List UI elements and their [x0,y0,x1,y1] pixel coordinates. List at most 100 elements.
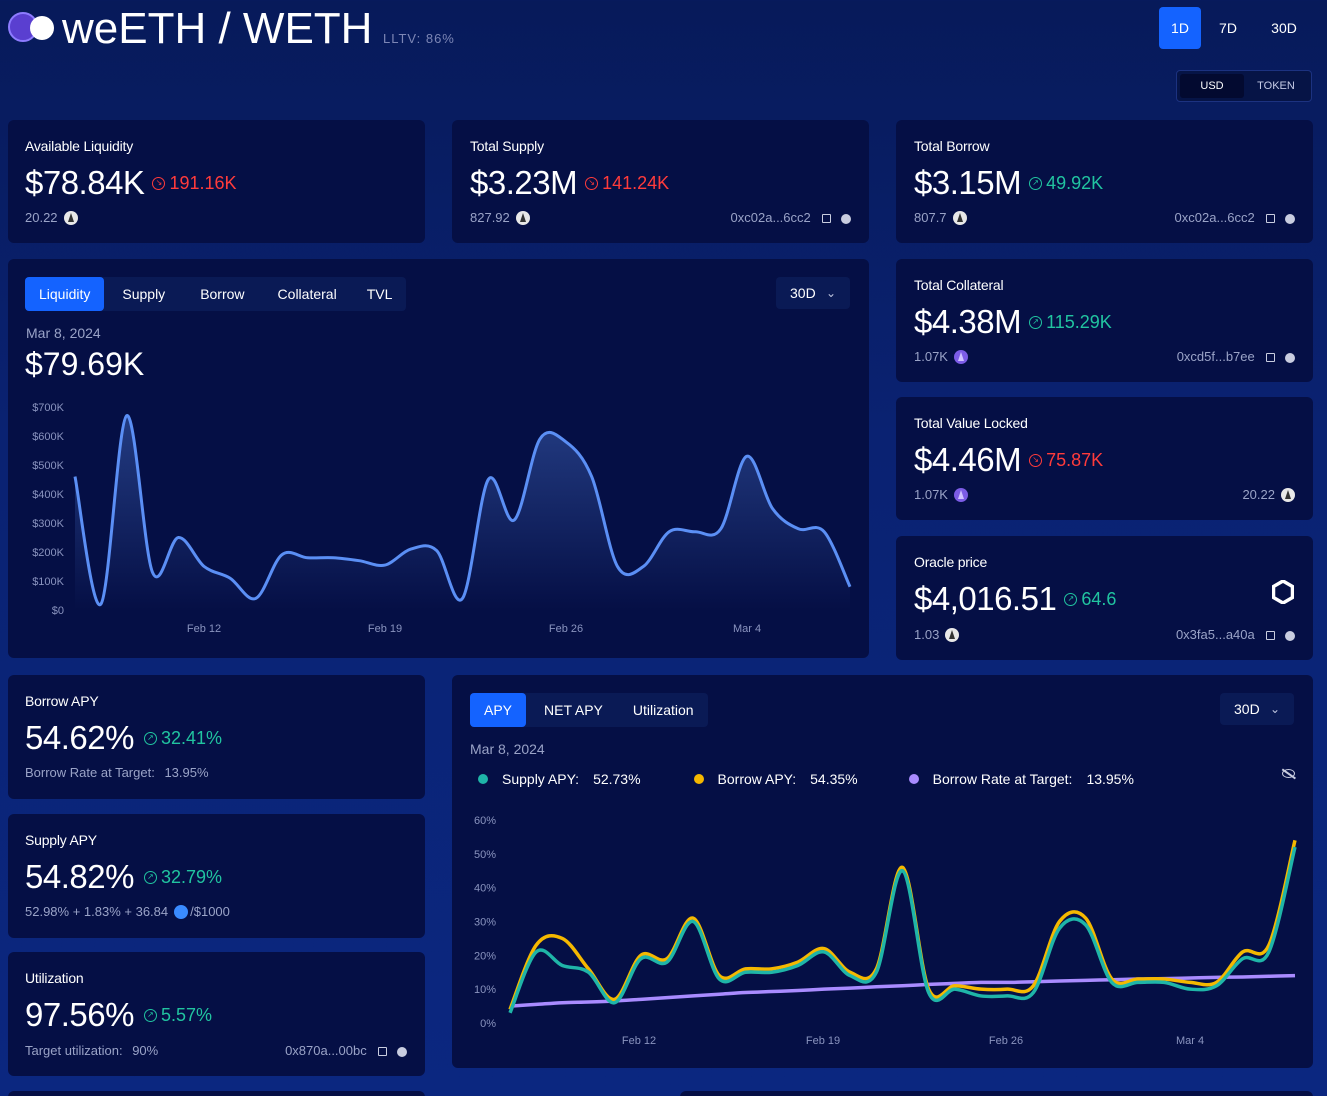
hide-eye-icon[interactable] [1282,768,1296,779]
y-tick-label: 10% [474,984,496,996]
change-badge: ↘ 191.16K [152,173,237,194]
copy-icon[interactable] [822,214,832,224]
y-tick-label: $300K [32,518,64,530]
eth-icon [1281,487,1295,502]
y-tick-label: 30% [474,917,496,929]
unit-usd-button[interactable]: USD [1180,74,1244,98]
x-tick-label: Feb 19 [806,1035,840,1047]
card-label: Oracle price [914,554,988,570]
arrow-up-icon: ↗ [1029,315,1043,329]
liquidity-range-select[interactable]: 30D ⌄ [776,277,850,309]
tab-collateral[interactable]: Collateral [277,286,337,302]
y-tick-label: $0 [52,605,64,617]
oracle-price-card: Oracle price $4,016.51 ↗ 64.6 1.03 0x3fa5… [896,536,1313,660]
change-badge: ↗ 64.6 [1064,589,1116,610]
y-tick-label: 40% [474,883,496,895]
explorer-icon[interactable] [1285,352,1295,363]
apy-breakdown: 52.98% + 1.83% + 36.84 [25,904,169,919]
x-tick-label: Feb 19 [368,623,402,635]
y-tick-label: $200K [32,547,64,559]
card-label: Total Value Locked [914,415,1028,431]
tab-tvl[interactable]: TVL [366,286,393,302]
x-tick-label: Mar 4 [733,623,761,635]
copy-icon[interactable] [1266,353,1276,363]
chart-date: Mar 8, 2024 [26,325,101,341]
liquidity-line [73,414,852,606]
token-amount: 1.03 [914,627,940,642]
tab-supply[interactable]: Supply [122,286,166,302]
liquidity-chart: $0 $100K $200K $300K $400K $500K $600K $700K Feb… [32,402,852,635]
tab-utilization[interactable]: Utilization [632,702,694,718]
arrow-up-icon: ↗ [1064,592,1078,606]
unit-toggle: USD TOKEN [1176,70,1312,102]
card-value: $3.23M [470,164,578,201]
apy-legend: Supply APY: 52.73% Borrow APY: 54.35% Bo… [478,771,1134,787]
eth-icon [945,627,960,642]
token-amount: 1.07K [914,349,948,364]
arrow-down-icon: ↘ [1029,453,1043,467]
arrow-down-icon: ↘ [152,176,166,190]
legend-item-borrow-apy: Borrow APY: 54.35% [693,771,858,787]
tab-net-apy[interactable]: NET APY [544,702,603,718]
card-label: Total Supply [470,138,544,154]
tab-liquidity[interactable]: Liquidity [25,277,105,311]
weeth-icon [953,487,968,502]
copy-icon[interactable] [1266,631,1276,641]
sub-label: Target utilization: [25,1043,123,1058]
liquidity-metric-tabs: Liquidity Supply Borrow Collateral TVL [25,277,407,311]
sub-value: 90% [132,1043,159,1058]
chevron-down-icon: ⌄ [825,286,836,300]
unit-token-button[interactable]: TOKEN [1257,80,1295,92]
x-tick-label: Mar 4 [1176,1035,1204,1047]
time-range-tabs: 1D 7D 30D [1159,7,1313,49]
eth-icon [952,210,967,225]
token-amount: 1.07K [914,487,948,502]
contract-address: 0x3fa5...a40a [1175,627,1255,642]
legend-item-supply-apy: Supply APY: 52.73% [478,771,641,787]
pair-logo [8,12,54,44]
utilization-card: Utilization 97.56% ↗ 5.57% Target utiliza… [8,952,425,1076]
tab-1d[interactable]: 1D [1159,7,1201,49]
liquidity-chart-panel: Liquidity Supply Borrow Collateral TVL 3… [8,259,869,658]
tab-apy[interactable]: APY [470,693,527,727]
tab-7d[interactable]: 7D [1219,20,1237,36]
card-label: Total Collateral [914,277,1004,293]
card-value: $4.46M [914,441,1022,478]
contract-address: 0xc02a...6cc2 [1174,210,1255,225]
change-badge: ↗ 32.79% [143,867,222,888]
apy-chart: 0% 10% 20% 30% 40% 50% 60% Feb 12 Feb 19 Feb 26 Ma… [474,815,1297,1047]
explorer-icon[interactable] [1285,630,1295,641]
y-tick-label: 60% [474,815,496,827]
explorer-icon[interactable] [397,1046,407,1057]
total-collateral-card: Total Collateral $4.38M ↗ 115.29K 1.07K 0… [896,259,1313,382]
liquidity-area [75,415,850,610]
card-label: Supply APY [25,832,97,848]
copy-icon[interactable] [378,1047,388,1057]
legend-dot [478,774,488,784]
arrow-up-icon: ↗ [1029,176,1043,190]
selected-range: 30D [1234,701,1260,717]
card-value: $4.38M [914,303,1022,340]
change-badge: ↗ 115.29K [1029,312,1112,333]
tab-30d[interactable]: 30D [1271,20,1297,36]
chart-date: Mar 8, 2024 [470,741,545,757]
explorer-icon[interactable] [1285,213,1295,224]
apy-range-select[interactable]: 30D ⌄ [1220,693,1294,725]
total-borrow-card: Total Borrow $3.15M ↗ 49.92K 807.7 0xc02a… [896,120,1313,243]
arrow-up-icon: ↗ [143,731,157,745]
arrow-down-icon: ↘ [585,176,599,190]
y-tick-label: $700K [32,402,64,414]
borrow-apy-card: Borrow APY 54.62% ↗ 32.41% Borrow Rate at… [8,675,425,799]
change-badge: ↗ 5.57% [143,1005,212,1026]
card-value: $78.84K [25,164,145,201]
explorer-icon[interactable] [841,213,851,224]
copy-icon[interactable] [1266,214,1276,224]
card-label: Total Borrow [914,138,990,154]
tab-borrow[interactable]: Borrow [200,286,245,302]
available-liquidity-card: Available Liquidity $78.84K ↘ 191.16K 20.… [8,120,425,243]
arrow-up-icon: ↗ [143,1008,157,1022]
total-value-locked-card: Total Value Locked $4.46M ↘ 75.87K 1.07K … [896,397,1313,520]
chainlink-icon [1272,580,1294,604]
x-tick-label: Feb 26 [549,623,583,635]
y-tick-label: 50% [474,849,496,861]
